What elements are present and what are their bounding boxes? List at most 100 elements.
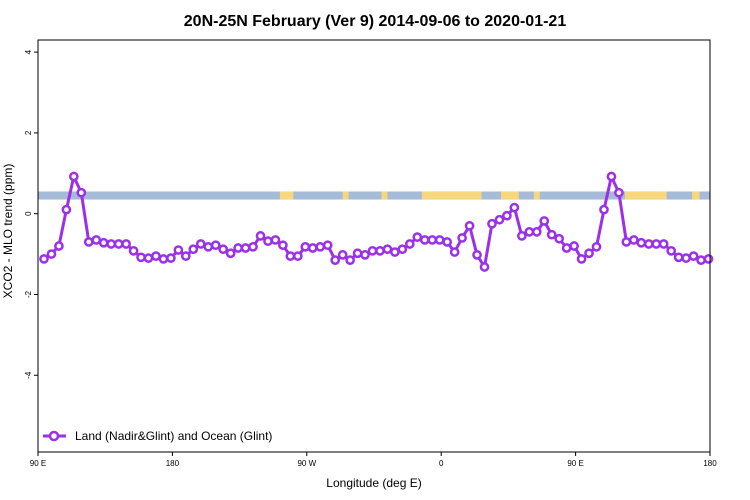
data-point (136, 252, 146, 263)
legend-marker (48, 430, 60, 442)
data-point (61, 204, 72, 215)
data-point (621, 237, 632, 247)
data-point (166, 253, 176, 263)
data-point (614, 187, 624, 198)
x-tick-label: 90 E (30, 459, 46, 468)
data-point (248, 241, 258, 252)
data-point (367, 245, 378, 256)
y-tick-label: 2 (24, 130, 33, 135)
data-point (322, 240, 333, 251)
data-point (509, 202, 520, 213)
data-point (330, 255, 341, 265)
land-segment (692, 191, 700, 200)
legend-label: Land (Nadir&Glint) and Ocean (Glint) (75, 429, 272, 443)
data-point (203, 241, 214, 252)
data-point (561, 243, 572, 253)
data-point (121, 239, 131, 249)
plot-frame (37, 39, 711, 453)
data-point (479, 262, 490, 272)
data-point (636, 237, 647, 248)
data-point (210, 240, 221, 251)
data-point (285, 251, 296, 261)
data-point (457, 233, 467, 243)
data-point (494, 214, 505, 225)
data-point (263, 236, 273, 247)
data-point (270, 235, 281, 245)
data-point (673, 252, 684, 263)
data-point (427, 235, 438, 245)
x-tick-label: 90 E (567, 459, 583, 468)
data-point (419, 235, 430, 245)
data-point (54, 241, 64, 251)
data-point (599, 204, 609, 215)
data-point (651, 239, 662, 249)
data-point (576, 254, 587, 264)
x-tick-label: 90 W (297, 459, 316, 468)
data-point (412, 232, 423, 242)
data-point (225, 248, 236, 259)
data-point (628, 235, 639, 245)
data-point (106, 239, 117, 249)
data-point (151, 251, 161, 261)
data-point (546, 229, 557, 240)
data-point (98, 237, 109, 248)
land-segment (381, 191, 388, 200)
series-layer (39, 171, 714, 272)
x-tick-label: 180 (703, 459, 717, 468)
data-point (442, 237, 453, 247)
data-point (688, 251, 699, 261)
legend: Land (Nadir&Glint) and Ocean (Glint) (43, 429, 272, 443)
data-point (195, 239, 206, 249)
y-axis: 4 2 0 -2 -4 (24, 49, 38, 379)
data-point (606, 171, 617, 182)
data-point (68, 171, 79, 182)
data-point (531, 227, 542, 237)
data-point (464, 220, 475, 231)
data-point (255, 231, 266, 241)
data-point (143, 253, 154, 263)
land-segment (624, 191, 667, 200)
data-point (188, 244, 199, 255)
data-point (180, 251, 191, 261)
data-point (76, 187, 87, 198)
data-point (449, 247, 460, 257)
data-point (539, 216, 550, 226)
data-point (218, 244, 229, 255)
data-point (233, 243, 243, 253)
y-tick-label: 4 (24, 49, 33, 54)
data-point (584, 248, 594, 259)
data-point (83, 237, 94, 247)
land-segment (533, 191, 540, 200)
data-point (292, 251, 303, 261)
data-point (300, 241, 311, 252)
x-axis: 90 E 180 90 W 0 90 E 180 (30, 452, 717, 468)
data-point (46, 249, 57, 259)
data-point (404, 239, 415, 249)
y-tick-label: -2 (24, 290, 33, 298)
data-point (345, 255, 355, 265)
land-segment (279, 191, 294, 200)
x-axis-label: Longitude (deg E) (326, 476, 421, 490)
data-point (502, 210, 512, 221)
data-point (666, 245, 677, 256)
land-segment (421, 191, 482, 200)
data-point (516, 231, 527, 241)
data-point (315, 241, 326, 252)
data-point (703, 254, 714, 264)
y-tick-label: -4 (24, 371, 33, 379)
data-point (360, 250, 370, 260)
data-point (472, 250, 482, 260)
y-axis-label: XCO2 - MLO trend (ppm) (1, 164, 15, 299)
chart-title: 20N-25N February (Ver 9) 2014-09-06 to 2… (184, 13, 567, 30)
data-point (681, 253, 691, 263)
data-point (240, 243, 251, 253)
data-point (128, 245, 139, 256)
data-point (91, 235, 102, 245)
data-point (487, 218, 497, 229)
data-point (524, 227, 535, 237)
land-segment (500, 191, 519, 200)
data-point (158, 254, 169, 264)
data-point (39, 254, 49, 264)
data-point (643, 239, 654, 249)
